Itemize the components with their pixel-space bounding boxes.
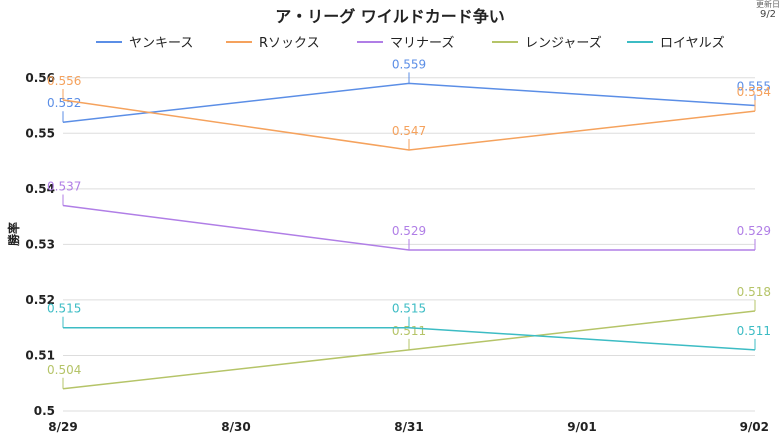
legend-label: ヤンキース xyxy=(129,36,193,51)
y-tick-label: 0.51 xyxy=(25,348,55,362)
data-label: 0.515 xyxy=(47,302,81,316)
legend-label: レンジャーズ xyxy=(525,35,602,51)
y-tick-label: 0.5 xyxy=(34,404,55,418)
data-label: 0.515 xyxy=(392,302,426,316)
x-tick-label: 9/01 xyxy=(567,420,596,434)
update-date: 9/2 xyxy=(760,9,776,20)
legend-label: マリナーズ xyxy=(390,35,454,51)
series-layer: 0.552 0.559 0.555 0.556 0.547 0.554 0.537 0.529… xyxy=(47,57,771,390)
legend-item: ロイヤルズ xyxy=(627,35,725,51)
series: 0.504 0.511 0.518 xyxy=(47,285,771,390)
legend: ヤンキース Rソックス マリナーズ レンジャーズ ロイヤルズ xyxy=(96,35,725,51)
y-tick-label: 0.52 xyxy=(25,293,55,307)
legend-item: ヤンキース xyxy=(96,36,193,51)
x-tick-label: 8/30 xyxy=(221,420,250,434)
data-label: 0.554 xyxy=(737,85,771,99)
series: 0.552 0.559 0.555 xyxy=(47,57,771,123)
x-axis-ticks: 8/29 8/30 8/31 9/01 9/02 xyxy=(48,420,769,434)
series-line xyxy=(62,82,756,123)
data-label: 0.559 xyxy=(392,57,426,71)
chart-title: ア・リーグ ワイルドカード争い xyxy=(275,7,505,26)
legend-item: Rソックス xyxy=(226,36,320,51)
y-tick-label: 0.55 xyxy=(25,126,55,140)
data-label: 0.529 xyxy=(737,224,771,238)
legend-item: マリナーズ xyxy=(357,35,454,51)
update-label: 更新日 xyxy=(756,0,780,9)
x-tick-label: 9/02 xyxy=(740,420,769,434)
series: 0.556 0.547 0.554 xyxy=(47,74,771,151)
x-tick-label: 8/29 xyxy=(48,420,77,434)
legend-item: レンジャーズ xyxy=(492,35,602,51)
data-label: 0.537 xyxy=(47,180,81,194)
data-label: 0.552 xyxy=(47,96,81,110)
series: 0.537 0.529 0.529 xyxy=(47,180,771,251)
y-tick-label: 0.56 xyxy=(25,71,55,85)
y-axis-label: 勝率 xyxy=(6,222,21,246)
series: 0.515 0.515 0.511 xyxy=(47,302,771,351)
y-axis-ticks: 0.56 0.55 0.54 0.53 0.52 0.51 0.5 xyxy=(25,71,55,418)
x-tick-label: 8/31 xyxy=(394,420,423,434)
y-tick-label: 0.53 xyxy=(25,237,55,251)
y-tick-label: 0.54 xyxy=(25,182,55,196)
data-label: 0.547 xyxy=(392,124,426,138)
data-label: 0.555 xyxy=(737,80,771,94)
data-label: 0.518 xyxy=(737,285,771,299)
data-label: 0.511 xyxy=(737,324,771,338)
data-label: 0.529 xyxy=(392,224,426,238)
legend-label: ロイヤルズ xyxy=(660,35,725,51)
data-label: 0.556 xyxy=(47,74,81,88)
legend-label: Rソックス xyxy=(259,36,320,51)
data-label: 0.504 xyxy=(47,363,81,377)
